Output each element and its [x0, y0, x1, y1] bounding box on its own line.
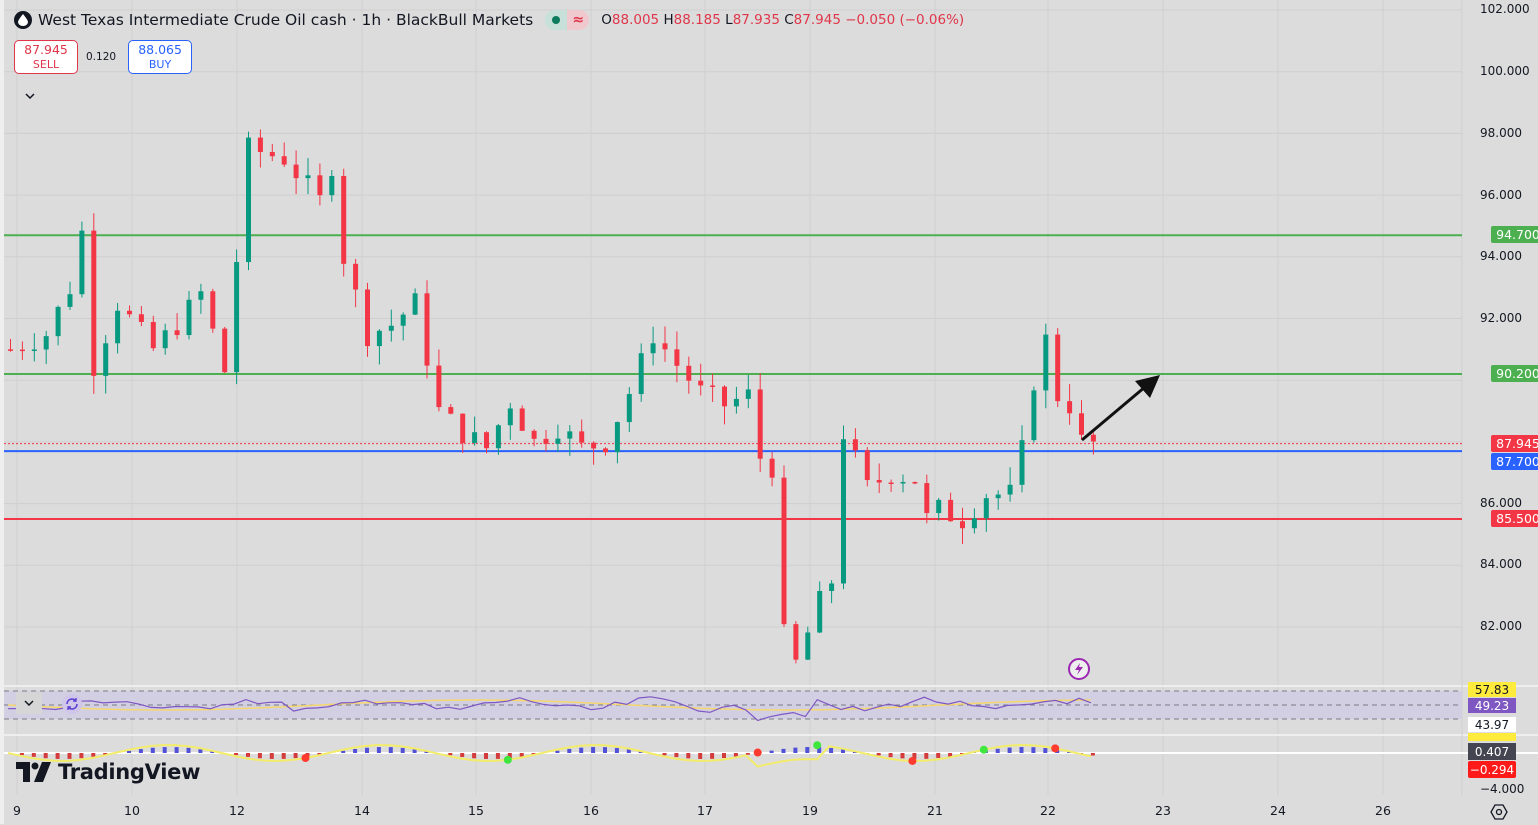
change-value: −0.050 (−0.06%)	[845, 12, 964, 28]
time-tick: 19	[802, 803, 818, 818]
symbol-legend: West Texas Intermediate Crude Oil cash ·…	[14, 10, 964, 30]
level-label-90200: 90.200	[1491, 365, 1538, 382]
rsi-value-label: 49.23	[1468, 698, 1516, 713]
legend-collapse-chevron-icon[interactable]	[20, 86, 40, 106]
osc-value-label: 0.407	[1468, 743, 1516, 760]
price-tick: 94.000	[1480, 249, 1522, 263]
tradingview-logo[interactable]: TradingView	[16, 760, 200, 784]
osc-marker	[1468, 733, 1516, 741]
time-tick: 14	[354, 803, 370, 818]
trade-panel: 87.945 SELL 0.120 88.065 BUY	[14, 40, 192, 74]
price-scale[interactable]: 102.000 100.000 98.000 96.000 94.000 92.…	[1462, 0, 1538, 795]
lightning-alert-icon[interactable]	[1068, 658, 1090, 680]
osc-signal-label: −0.294	[1468, 761, 1516, 778]
time-tick: 23	[1155, 803, 1171, 818]
market-status[interactable]: ≈	[545, 10, 589, 30]
delayed-wave-icon: ≈	[567, 10, 589, 30]
price-tick: 86.000	[1480, 496, 1522, 510]
last-price-label: 87.945	[1491, 435, 1538, 452]
tradingview-logo-icon	[16, 762, 52, 782]
price-tick: 82.000	[1480, 619, 1522, 633]
time-tick: 12	[229, 803, 245, 818]
price-tick: 102.000	[1480, 2, 1530, 16]
ohlc-values: O88.005 H88.185 L87.935 C87.945 −0.050 (…	[601, 12, 964, 28]
time-axis[interactable]: 9 10 12 14 15 16 17 19 21 22 23 24 26	[0, 797, 1538, 824]
oil-drop-icon	[14, 11, 32, 29]
time-tick: 9	[13, 803, 21, 818]
osc-tick: −4.000	[1480, 782, 1524, 796]
rsi-lower-label: 43.97	[1468, 717, 1516, 732]
level-label-85500: 85.500	[1491, 510, 1538, 527]
time-tick: 17	[697, 803, 713, 818]
time-tick: 10	[124, 803, 140, 818]
time-tick: 26	[1375, 803, 1391, 818]
time-tick: 24	[1270, 803, 1286, 818]
level-label-94700: 94.700	[1491, 226, 1538, 243]
indicator-collapse-chevron-icon[interactable]	[16, 692, 42, 714]
time-tick: 15	[468, 803, 484, 818]
price-tick: 92.000	[1480, 311, 1522, 325]
rsi-upper-label: 57.83	[1468, 682, 1516, 697]
symbol-title[interactable]: West Texas Intermediate Crude Oil cash ·…	[38, 11, 533, 29]
chart-settings-icon[interactable]	[1490, 803, 1510, 821]
time-tick: 16	[583, 803, 599, 818]
time-tick: 21	[927, 803, 943, 818]
sell-button[interactable]: 87.945 SELL	[14, 40, 78, 74]
time-tick: 22	[1040, 803, 1056, 818]
price-tick: 84.000	[1480, 557, 1522, 571]
level-label-87700: 87.700	[1491, 453, 1538, 470]
price-tick: 98.000	[1480, 126, 1522, 140]
market-open-dot-icon	[545, 10, 567, 30]
price-tick: 96.000	[1480, 188, 1522, 202]
spread-value: 0.120	[86, 51, 116, 63]
buy-button[interactable]: 88.065 BUY	[128, 40, 192, 74]
sync-icon[interactable]	[62, 694, 82, 714]
price-tick: 100.000	[1480, 64, 1530, 78]
